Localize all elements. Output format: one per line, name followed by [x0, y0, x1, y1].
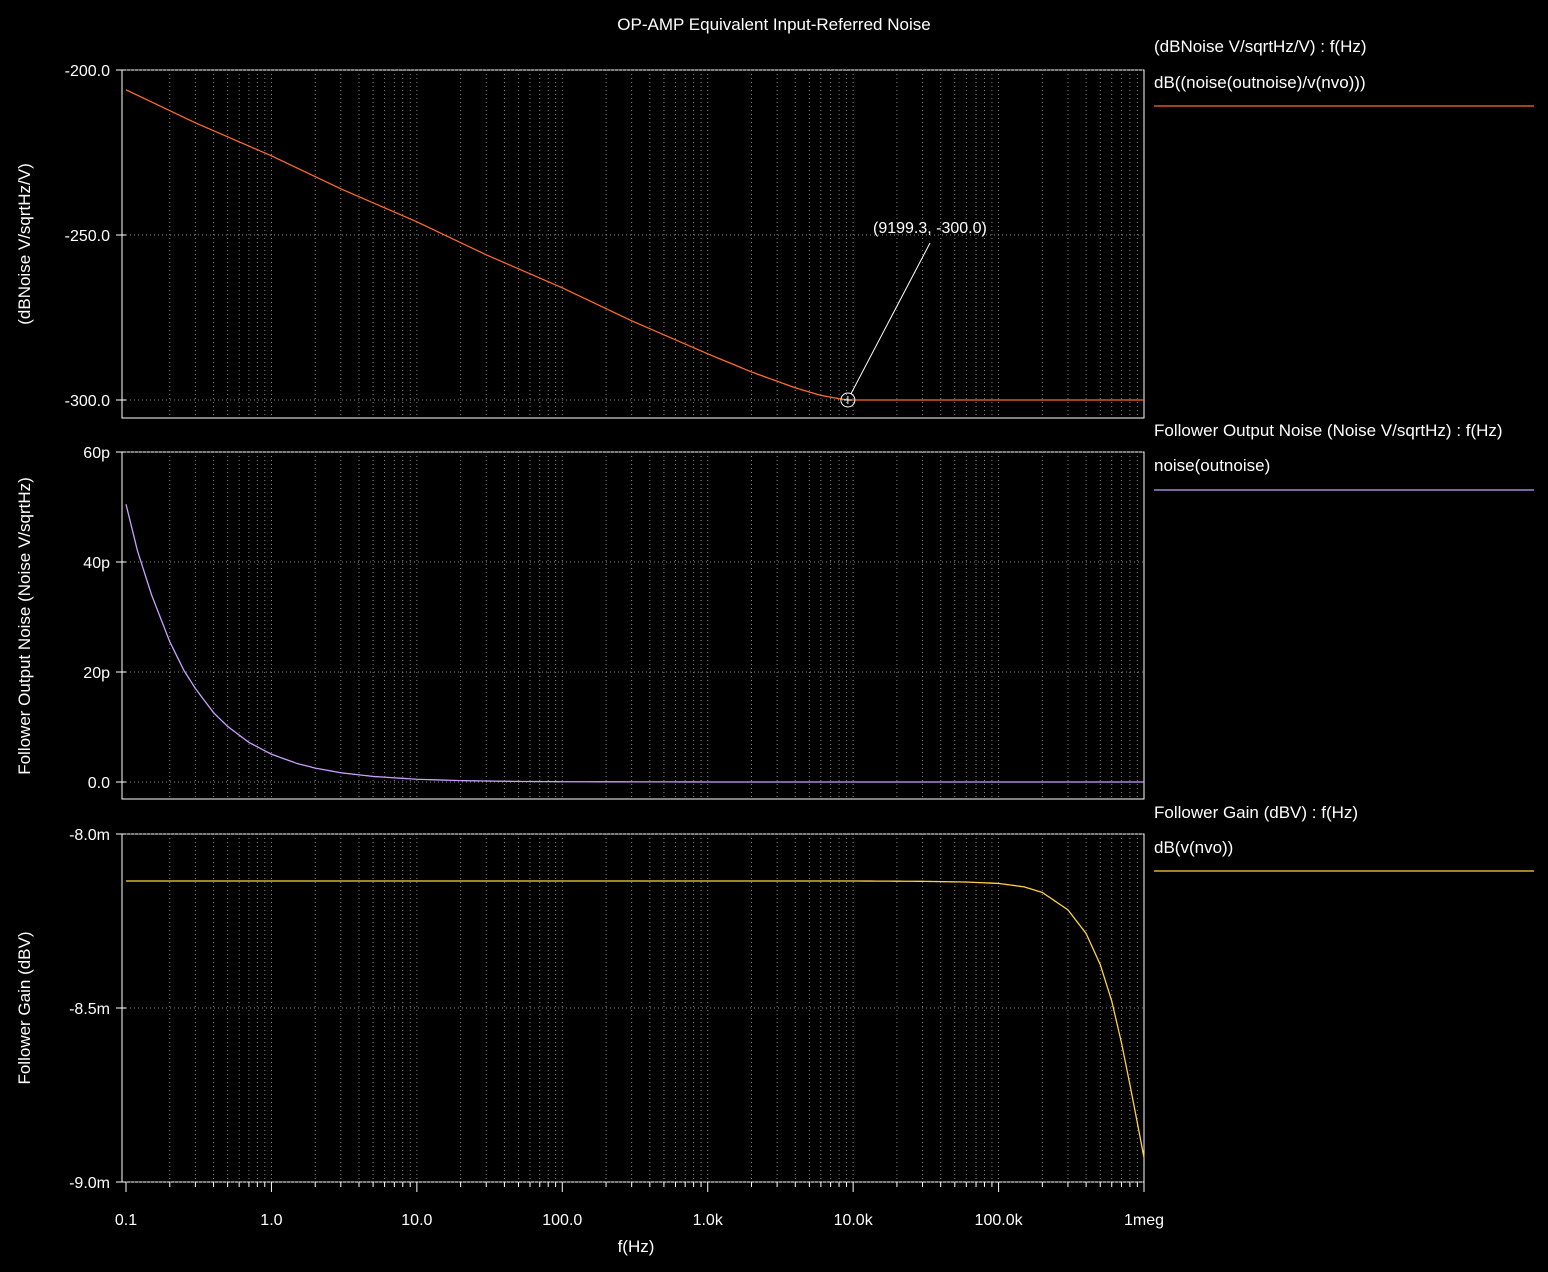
- y-tick-label: -200.0: [65, 63, 110, 80]
- y-axis-label: Follower Gain (dBV): [15, 931, 34, 1084]
- y-tick-label: -9.0m: [69, 1175, 110, 1192]
- x-tick-label: 0.1: [115, 1212, 137, 1229]
- series-line: [125, 89, 1144, 401]
- y-tick-label: -300.0: [65, 393, 110, 410]
- x-tick-label: 10.0k: [834, 1212, 874, 1229]
- y-tick-label: 0.0: [88, 775, 110, 792]
- series: [125, 89, 1145, 1158]
- legend-title: (dBNoise V/sqrtHz/V) : f(Hz): [1154, 37, 1367, 56]
- x-tick-label: 1.0: [260, 1212, 282, 1229]
- annotation-marker: [840, 392, 856, 408]
- legend-title: Follower Output Noise (Noise V/sqrtHz) :…: [1154, 421, 1503, 440]
- legend-entry: dB((noise(outnoise)/v(nvo))): [1154, 73, 1366, 92]
- y-axis-label: Follower Output Noise (Noise V/sqrtHz): [15, 477, 34, 775]
- y-tick-label: -250.0: [65, 228, 110, 245]
- panel-follower-output-noise: Follower Output Noise (Noise V/sqrtHz) F…: [15, 421, 1534, 800]
- y-tick-label: 20p: [83, 665, 110, 682]
- panel-input-referred-noise: (dBNoise V/sqrtHz/V) (dBNoise V/sqrtHz/V…: [15, 37, 1534, 419]
- y-tick-label: 60p: [83, 445, 110, 462]
- x-axis-label: f(Hz): [618, 1237, 655, 1256]
- y-tick-label: -8.5m: [69, 1001, 110, 1018]
- x-tick-label: 1meg: [1124, 1212, 1164, 1229]
- annotations: (9199.3, -300.0): [840, 220, 987, 408]
- y-tick-label: -8.0m: [69, 827, 110, 844]
- panel-frame: [121, 451, 1145, 800]
- x-tick-label: 10.0: [401, 1212, 432, 1229]
- y-axis-label: (dBNoise V/sqrtHz/V): [15, 163, 34, 325]
- legend-entry: noise(outnoise): [1154, 456, 1270, 475]
- x-tick-label: 100.0k: [975, 1212, 1024, 1229]
- chart-title: OP-AMP Equivalent Input-Referred Noise: [617, 15, 930, 34]
- legend-entry: dB(v(nvo)): [1154, 838, 1233, 857]
- series-line: [125, 504, 1144, 783]
- x-tick-label: 1.0k: [693, 1212, 724, 1229]
- legend-title: Follower Gain (dBV) : f(Hz): [1154, 803, 1358, 822]
- x-tick-label: 100.0: [542, 1212, 582, 1229]
- annotation-leader: [850, 242, 931, 395]
- panel-frame: [121, 69, 1145, 419]
- ticks: -200.0 -250.0 -300.0 0.0 20p 40p 60p -8.0m -8.5m…: [65, 63, 1164, 1229]
- annotation-label: (9199.3, -300.0): [873, 220, 987, 237]
- y-tick-label: 40p: [83, 555, 110, 572]
- series-line: [126, 880, 1145, 1158]
